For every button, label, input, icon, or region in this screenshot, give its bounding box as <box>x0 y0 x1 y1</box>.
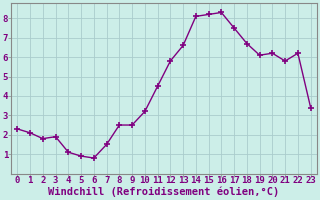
X-axis label: Windchill (Refroidissement éolien,°C): Windchill (Refroidissement éolien,°C) <box>48 187 280 197</box>
